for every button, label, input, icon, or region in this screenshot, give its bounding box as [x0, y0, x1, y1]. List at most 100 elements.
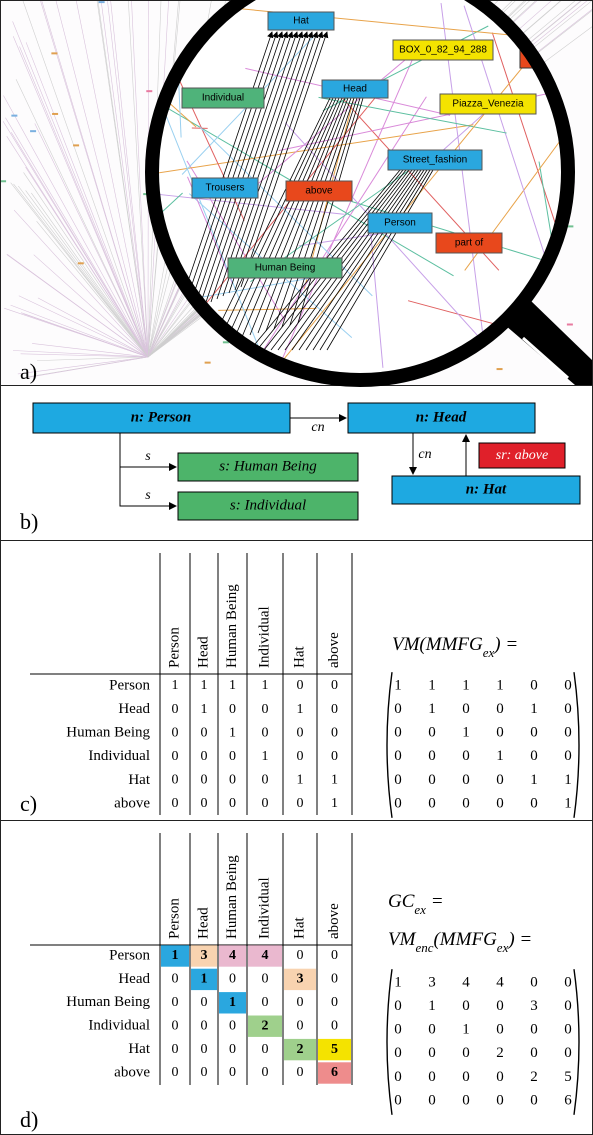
- table-cell: 1: [229, 678, 236, 693]
- row-header: Person: [109, 677, 150, 693]
- panel-label: c): [20, 791, 37, 816]
- matrix-cell: 0: [564, 998, 572, 1014]
- matrix-cell: 1: [462, 725, 470, 741]
- page: HatBOX_0_82_94_288HeadIndividualPiazza_V…: [0, 0, 593, 1135]
- edge-label: cn: [418, 447, 431, 462]
- panel-label: d): [20, 1107, 38, 1132]
- matrix-cell: 1: [428, 701, 436, 717]
- column-header: Head: [195, 907, 211, 939]
- table-cell: 1: [331, 773, 338, 788]
- row-header: Person: [109, 947, 150, 963]
- matrix-cell: 1: [394, 677, 402, 693]
- table-cell: 0: [201, 773, 208, 788]
- table-cell: 0: [297, 1018, 304, 1033]
- matrix-cell: 0: [394, 772, 402, 788]
- table-cell: 0: [297, 1065, 304, 1080]
- table-cell: 1: [262, 678, 269, 693]
- matrix-cell: 0: [530, 1092, 538, 1108]
- table-cell: 0: [262, 1042, 269, 1057]
- matrix-cell: 6: [564, 1092, 572, 1108]
- matrix-cell: 0: [394, 748, 402, 764]
- row-header: Human Being: [66, 725, 150, 741]
- table-cell: 0: [262, 773, 269, 788]
- formula-part: enc: [415, 940, 433, 955]
- table-cell: 0: [262, 702, 269, 717]
- matrix-cell: 0: [394, 1022, 402, 1038]
- table-cell: 0: [297, 995, 304, 1010]
- matrix-cell: 5: [564, 1069, 572, 1085]
- matrix-cell: 0: [428, 725, 436, 741]
- table-cell: 0: [201, 995, 208, 1010]
- formula-part: ex: [497, 940, 509, 955]
- matrix-cell: 0: [530, 795, 538, 811]
- matrix-cell: 0: [564, 1022, 572, 1038]
- matrix-cell: 0: [428, 1022, 436, 1038]
- background-node: [567, 323, 573, 325]
- formula-part: VM: [388, 929, 417, 950]
- matrix-cell: 0: [530, 748, 538, 764]
- row-header: Hat: [128, 772, 150, 788]
- panel-label: a): [20, 359, 37, 384]
- graph-node-label: Trousers: [205, 183, 244, 194]
- table-cell: 2: [262, 1018, 269, 1033]
- graph-node-label: Person: [384, 218, 416, 229]
- matrix-cell: 0: [462, 748, 470, 764]
- formula-part: VM(MMFG: [392, 634, 483, 655]
- formula-part: GC: [388, 891, 415, 912]
- matrix-cell: 0: [564, 748, 572, 764]
- column-header: above: [326, 632, 342, 668]
- matrix-cell: 0: [462, 1092, 470, 1108]
- matrix-cell: 1: [530, 701, 538, 717]
- table-cell: 0: [331, 678, 338, 693]
- column-header: Head: [195, 636, 211, 668]
- matrix-cell: 0: [496, 1069, 504, 1085]
- table-cell: 0: [229, 773, 236, 788]
- table-cell: 0: [297, 678, 304, 693]
- matrix-cell: 0: [462, 998, 470, 1014]
- table-cell: 1: [229, 725, 236, 740]
- column-header: Individual: [256, 877, 272, 939]
- table-cell: 1: [297, 773, 304, 788]
- matrix-cell: 2: [530, 1069, 538, 1085]
- row-header: above: [114, 1064, 150, 1080]
- matrix-cell: 0: [428, 795, 436, 811]
- matrix-cell: 0: [496, 772, 504, 788]
- matrix-cell: 0: [428, 1069, 436, 1085]
- table-cell: 1: [262, 749, 269, 764]
- panel-label: b): [20, 509, 38, 534]
- table-cell: 0: [229, 972, 236, 987]
- table-cell: 0: [229, 1065, 236, 1080]
- matrix-cell: 1: [496, 748, 504, 764]
- background-node: [11, 115, 17, 117]
- table-cell: 0: [262, 972, 269, 987]
- table-cell: 0: [172, 1042, 179, 1057]
- node-label: s: Individual: [230, 497, 306, 513]
- table-cell: 0: [297, 725, 304, 740]
- table-cell: 0: [297, 948, 304, 963]
- row-header: Human Being: [66, 994, 150, 1010]
- table-cell: 5: [331, 1042, 338, 1057]
- table-cell: 6: [331, 1065, 338, 1080]
- column-header: above: [326, 903, 342, 939]
- matrix-cell: 1: [394, 974, 402, 990]
- table-cell: 0: [331, 1018, 338, 1033]
- edge-label: cn: [311, 420, 324, 435]
- table-cell: 0: [229, 702, 236, 717]
- table-cell: 0: [331, 948, 338, 963]
- table-cell: 0: [172, 972, 179, 987]
- matrix-cell: 0: [564, 1045, 572, 1061]
- formula-part: (MMFG: [433, 929, 497, 950]
- matrix-cell: 0: [394, 998, 402, 1014]
- table-cell: 0: [172, 995, 179, 1010]
- column-header: Person: [166, 898, 182, 939]
- table-cell: 0: [331, 995, 338, 1010]
- row-header: Head: [118, 971, 150, 987]
- background-node: [567, 225, 573, 227]
- matrix-cell: 0: [564, 725, 572, 741]
- row-header: Head: [118, 701, 150, 717]
- matrix-cell: 0: [530, 725, 538, 741]
- table-cell: 0: [331, 725, 338, 740]
- table-cell: 0: [229, 749, 236, 764]
- table-cell: 1: [201, 702, 208, 717]
- table-cell: 0: [262, 725, 269, 740]
